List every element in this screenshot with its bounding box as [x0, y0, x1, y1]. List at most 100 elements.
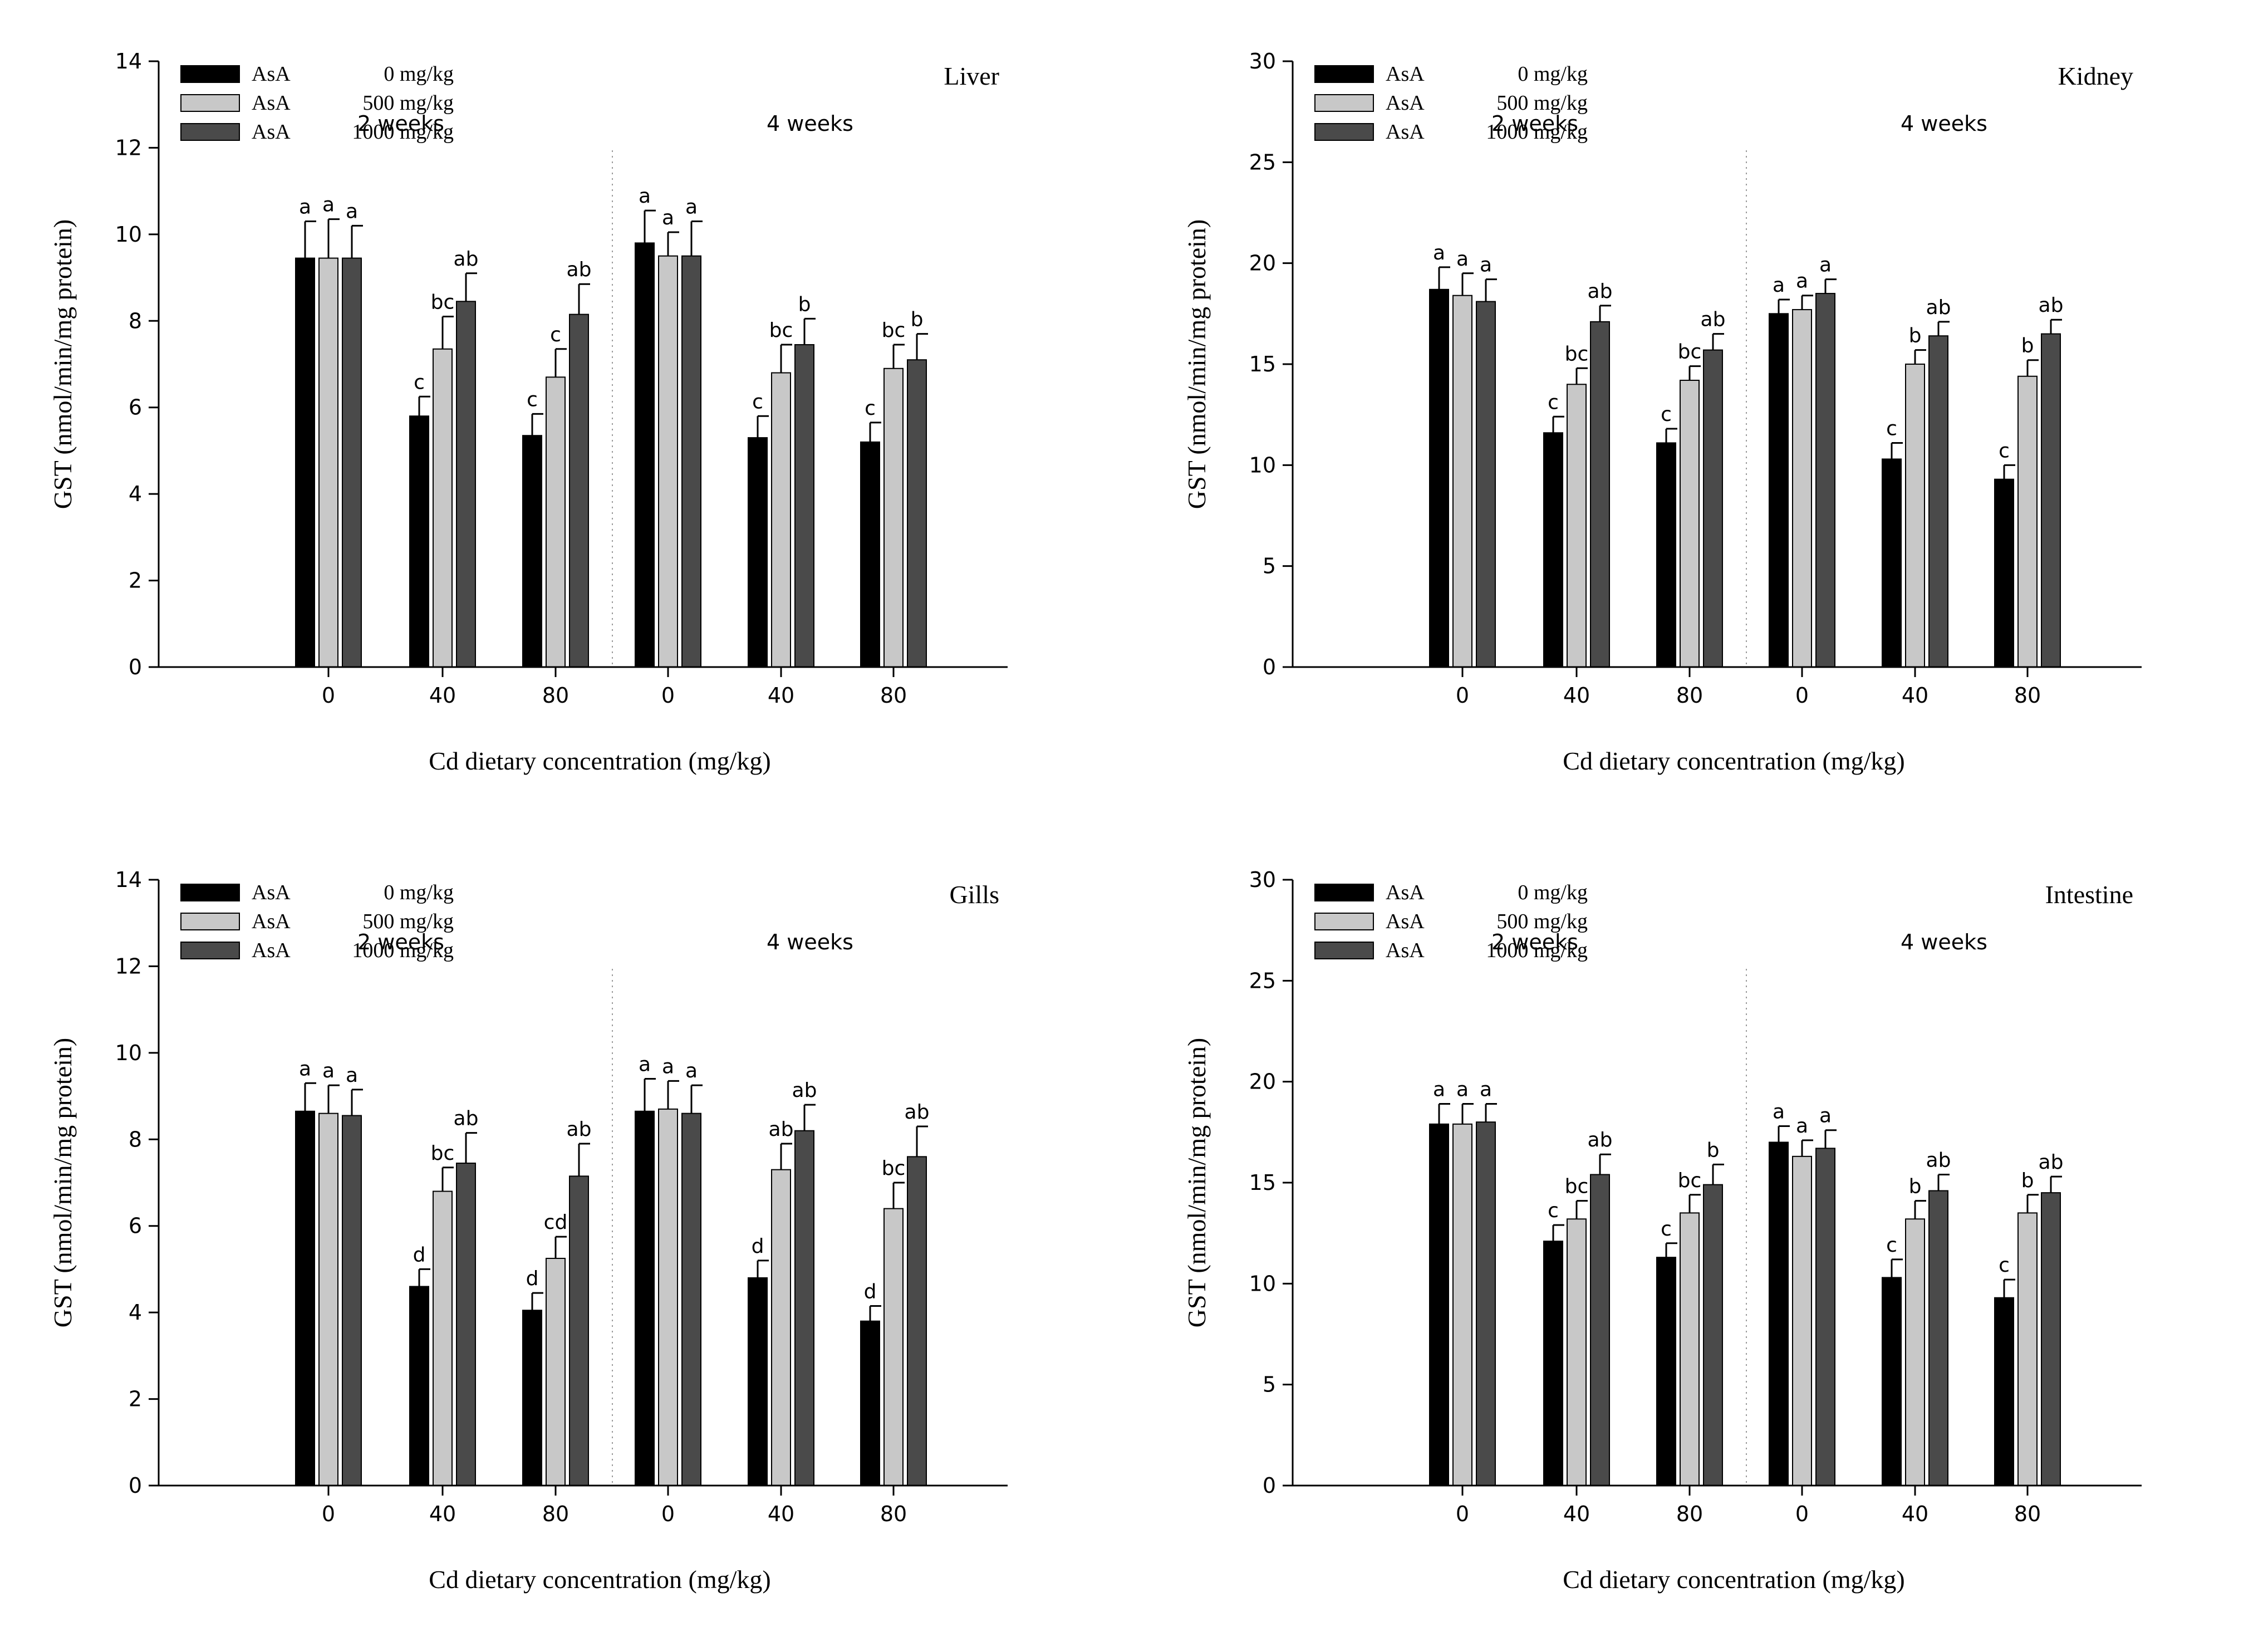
bar [1994, 478, 2014, 668]
bar [860, 1320, 880, 1487]
period-label: 2 weeks [357, 111, 444, 136]
bar [1543, 432, 1563, 668]
y-axis-title: GST (nmol/min/mg protein) [48, 219, 77, 509]
x-tick-label: 0 [1795, 683, 1809, 708]
legend-name: AsA [252, 939, 291, 962]
significance-label: c [1661, 1218, 1672, 1241]
legend-dose: 500 mg/kg [362, 91, 454, 115]
legend-swatch [1314, 123, 1374, 141]
significance-label: cd [544, 1211, 568, 1234]
significance-label: b [1909, 1175, 1922, 1198]
bar [2041, 333, 2061, 668]
significance-label: a [346, 1064, 358, 1087]
legend-dose: 1000 mg/kg [1486, 939, 1588, 962]
significance-label: bc [1678, 1169, 1702, 1192]
significance-label: ab [905, 1101, 930, 1124]
y-tick-label: 2 [129, 568, 142, 593]
x-tick-label: 0 [1795, 1502, 1809, 1526]
significance-label: bc [431, 291, 455, 314]
bar [1656, 442, 1676, 668]
bar [1769, 1141, 1789, 1486]
significance-label: a [346, 200, 358, 223]
x-axis-title: Cd dietary concentration (mg/kg) [429, 747, 770, 775]
x-tick-label: 40 [768, 683, 794, 708]
bar [907, 359, 927, 668]
chart-svg: 0 5 10 15 20 25 30 0 40 80 0 40 80 2 weeks 4 weeks a c c a… [1182, 49, 2142, 775]
significance-label: a [1796, 270, 1808, 293]
x-tick-label: 80 [1676, 1502, 1703, 1526]
bar [522, 435, 542, 668]
y-tick-label: 6 [129, 1214, 142, 1238]
legend-name: AsA [1386, 939, 1425, 962]
chart-panel-liver: 0 2 4 6 8 10 12 14 0 40 80 0 40 80 2 weeks 4 weeks a c c a c… [0, 0, 1134, 819]
bar [1429, 288, 1449, 668]
bar [1994, 1297, 2014, 1486]
significance-label: bc [1565, 342, 1589, 365]
legend-name: AsA [1386, 120, 1425, 144]
bar [342, 1115, 362, 1486]
tissue-label: Gills [950, 880, 999, 909]
y-tick-label: 15 [1249, 352, 1276, 376]
y-tick-label: 4 [129, 1300, 142, 1325]
y-tick-label: 12 [115, 135, 142, 160]
bar [1567, 384, 1587, 668]
y-tick-label: 0 [129, 1473, 142, 1498]
significance-label: b [1909, 325, 1922, 347]
bar [1476, 1121, 1496, 1486]
significance-label: a [685, 1060, 698, 1082]
significance-label: a [685, 196, 698, 219]
y-tick-label: 15 [1249, 1170, 1276, 1195]
legend-dose: 1000 mg/kg [1486, 120, 1588, 144]
significance-label: b [911, 308, 924, 331]
significance-label: d [864, 1280, 877, 1303]
chart-panel-gills: 0 2 4 6 8 10 12 14 0 40 80 0 40 80 2 weeks 4 weeks a d d a d… [0, 819, 1134, 1637]
significance-label: bc [882, 319, 906, 342]
legend-swatch [180, 123, 240, 141]
legend-dose: 1000 mg/kg [352, 120, 454, 144]
bar [1543, 1241, 1563, 1486]
significance-label: a [1796, 1115, 1808, 1138]
significance-label: c [527, 388, 538, 411]
legend-swatch [180, 942, 240, 959]
x-tick-label: 40 [1902, 1502, 1928, 1526]
chart-panel-kidney: 0 5 10 15 20 25 30 0 40 80 0 40 80 2 weeks 4 weeks a c c a… [1134, 0, 2268, 819]
x-tick-label: 80 [1676, 683, 1703, 708]
significance-label: c [752, 390, 763, 413]
significance-label: c [1999, 1254, 2010, 1277]
tissue-label: Intestine [2045, 880, 2133, 909]
x-axis-title: Cd dietary concentration (mg/kg) [1563, 1565, 1904, 1594]
bar [456, 1163, 476, 1486]
y-axis-title: GST (nmol/min/mg protein) [48, 1038, 77, 1327]
bar [1815, 293, 1835, 668]
bar [1905, 1218, 1925, 1487]
bar [681, 1112, 701, 1486]
y-tick-label: 5 [1263, 1373, 1276, 1397]
significance-label: c [414, 371, 425, 394]
bar [318, 1112, 338, 1486]
significance-label: a [1819, 254, 1832, 277]
y-tick-label: 0 [1263, 655, 1276, 679]
legend-dose: 500 mg/kg [362, 910, 454, 933]
legend-swatch [1314, 942, 1374, 959]
bar [2041, 1192, 2061, 1486]
bar [295, 257, 315, 668]
bar [1905, 364, 1925, 668]
significance-label: bc [431, 1142, 455, 1165]
y-tick-label: 20 [1249, 1070, 1276, 1094]
significance-label: bc [1565, 1175, 1589, 1198]
significance-label: c [1886, 417, 1897, 440]
significance-label: d [526, 1267, 539, 1290]
legend-swatch [1314, 884, 1374, 901]
x-tick-label: 40 [768, 1502, 794, 1526]
bar [907, 1156, 927, 1486]
significance-label: a [1433, 1079, 1445, 1101]
bar [433, 348, 453, 668]
y-tick-label: 12 [115, 954, 142, 978]
significance-label: a [1773, 274, 1785, 297]
bar [295, 1110, 315, 1486]
legend-name: AsA [252, 910, 291, 933]
bar [318, 257, 338, 668]
legend-name: AsA [252, 91, 291, 115]
significance-label: d [413, 1243, 426, 1266]
significance-label: ab [454, 248, 479, 271]
